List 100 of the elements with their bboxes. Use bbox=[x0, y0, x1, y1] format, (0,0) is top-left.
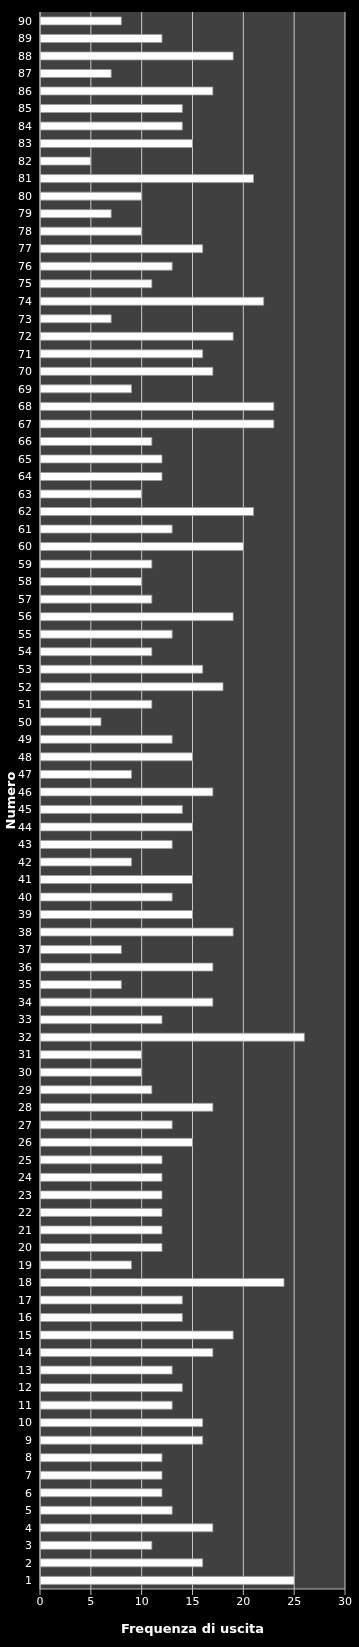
y-tick-label: 38 bbox=[18, 925, 32, 939]
bar bbox=[40, 559, 153, 569]
y-tick-label: 28 bbox=[18, 1101, 32, 1115]
bar bbox=[40, 314, 112, 324]
bar bbox=[40, 1295, 183, 1305]
x-tick-label: 30 bbox=[338, 1594, 352, 1608]
y-tick-label: 6 bbox=[25, 1486, 32, 1500]
x-tick-label: 20 bbox=[236, 1594, 251, 1608]
y-tick-label: 78 bbox=[18, 224, 32, 238]
y-tick-label: 25 bbox=[18, 1153, 32, 1167]
y-tick-label: 3 bbox=[25, 1539, 32, 1553]
y-tick-label: 24 bbox=[18, 1171, 32, 1185]
bar bbox=[40, 612, 234, 622]
y-tick-label: 2 bbox=[25, 1556, 32, 1570]
y-tick-label: 70 bbox=[18, 365, 32, 379]
bar bbox=[40, 910, 193, 919]
y-tick-label: 53 bbox=[18, 662, 32, 676]
bar bbox=[40, 962, 214, 972]
bar bbox=[40, 1260, 132, 1270]
bar bbox=[40, 1488, 163, 1498]
y-tick-label: 90 bbox=[18, 14, 32, 28]
bar bbox=[40, 1523, 214, 1533]
y-tick-label: 86 bbox=[18, 84, 32, 98]
y-tick-label: 89 bbox=[18, 32, 32, 46]
bar bbox=[40, 104, 183, 113]
y-tick-label: 23 bbox=[18, 1188, 32, 1202]
bar bbox=[40, 805, 183, 814]
bar bbox=[40, 1313, 183, 1322]
y-tick-label: 46 bbox=[18, 785, 32, 799]
bar bbox=[40, 1050, 143, 1060]
bar bbox=[40, 454, 163, 464]
y-tick-label: 65 bbox=[18, 452, 32, 466]
bar bbox=[40, 1418, 204, 1428]
y-tick-label: 81 bbox=[18, 172, 32, 186]
y-tick-label: 69 bbox=[18, 382, 32, 396]
y-tick-label: 34 bbox=[18, 995, 32, 1009]
y-tick-label: 14 bbox=[18, 1346, 32, 1360]
y-tick-label: 36 bbox=[18, 960, 32, 974]
bar bbox=[40, 121, 183, 131]
y-tick-label: 31 bbox=[18, 1048, 32, 1062]
y-tick-label: 63 bbox=[18, 487, 32, 501]
bar bbox=[40, 1032, 305, 1042]
y-tick-label: 17 bbox=[18, 1293, 32, 1307]
y-axis-title: Numero bbox=[2, 771, 18, 830]
bar bbox=[40, 787, 214, 797]
bar bbox=[40, 875, 193, 884]
y-tick-label: 15 bbox=[18, 1328, 32, 1342]
bar bbox=[40, 524, 173, 534]
bar bbox=[40, 1155, 163, 1165]
y-tick-label: 37 bbox=[18, 943, 32, 957]
y-tick-label: 18 bbox=[18, 1276, 32, 1290]
y-tick-label: 27 bbox=[18, 1118, 32, 1132]
y-tick-label: 39 bbox=[18, 908, 32, 922]
y-tick-label: 72 bbox=[18, 330, 32, 344]
bar bbox=[40, 752, 193, 762]
bar bbox=[40, 1015, 163, 1025]
y-tick-label: 66 bbox=[18, 435, 32, 449]
y-tick-label: 80 bbox=[18, 189, 32, 203]
bar bbox=[40, 892, 173, 902]
y-tick-label: 54 bbox=[18, 645, 32, 659]
bar bbox=[40, 682, 224, 692]
bar bbox=[40, 349, 204, 359]
y-tick-label: 52 bbox=[18, 680, 32, 694]
bar bbox=[40, 34, 163, 43]
y-tick-label: 51 bbox=[18, 698, 32, 712]
bar bbox=[40, 1435, 204, 1445]
y-tick-label: 47 bbox=[18, 768, 32, 782]
bar bbox=[40, 717, 102, 727]
y-tick-label: 85 bbox=[18, 102, 32, 116]
bar bbox=[40, 244, 204, 254]
y-tick-label: 57 bbox=[18, 592, 32, 606]
y-tick-label: 4 bbox=[25, 1521, 32, 1535]
bar bbox=[40, 1330, 234, 1340]
y-tick-label: 30 bbox=[18, 1066, 32, 1079]
x-tick-label: 10 bbox=[134, 1594, 149, 1608]
x-axis-title: Frequenza di uscita bbox=[120, 1621, 265, 1636]
y-tick-label: 59 bbox=[18, 557, 32, 571]
y-tick-label: 20 bbox=[18, 1241, 32, 1255]
y-tick-label: 26 bbox=[18, 1136, 32, 1150]
y-tick-label: 22 bbox=[18, 1206, 32, 1220]
bar bbox=[40, 822, 193, 832]
bar bbox=[40, 734, 173, 744]
x-tick-label: 0 bbox=[36, 1594, 44, 1608]
bar bbox=[40, 69, 112, 78]
y-tick-label: 29 bbox=[18, 1083, 32, 1097]
bar bbox=[40, 209, 112, 219]
bar bbox=[40, 1243, 163, 1252]
y-tick-label: 11 bbox=[18, 1398, 32, 1412]
bar bbox=[40, 1400, 173, 1410]
y-tick-label: 32 bbox=[18, 1030, 32, 1044]
y-tick-label: 7 bbox=[25, 1469, 32, 1483]
bar bbox=[40, 1453, 163, 1463]
y-tick-label: 5 bbox=[25, 1504, 32, 1518]
bar bbox=[40, 1383, 183, 1393]
bar bbox=[40, 1137, 193, 1147]
y-tick-label: 40 bbox=[18, 890, 32, 904]
y-tick-label: 75 bbox=[18, 277, 32, 291]
y-tick-label: 49 bbox=[18, 733, 32, 747]
bar bbox=[40, 1102, 214, 1112]
y-tick-label: 83 bbox=[18, 137, 32, 151]
